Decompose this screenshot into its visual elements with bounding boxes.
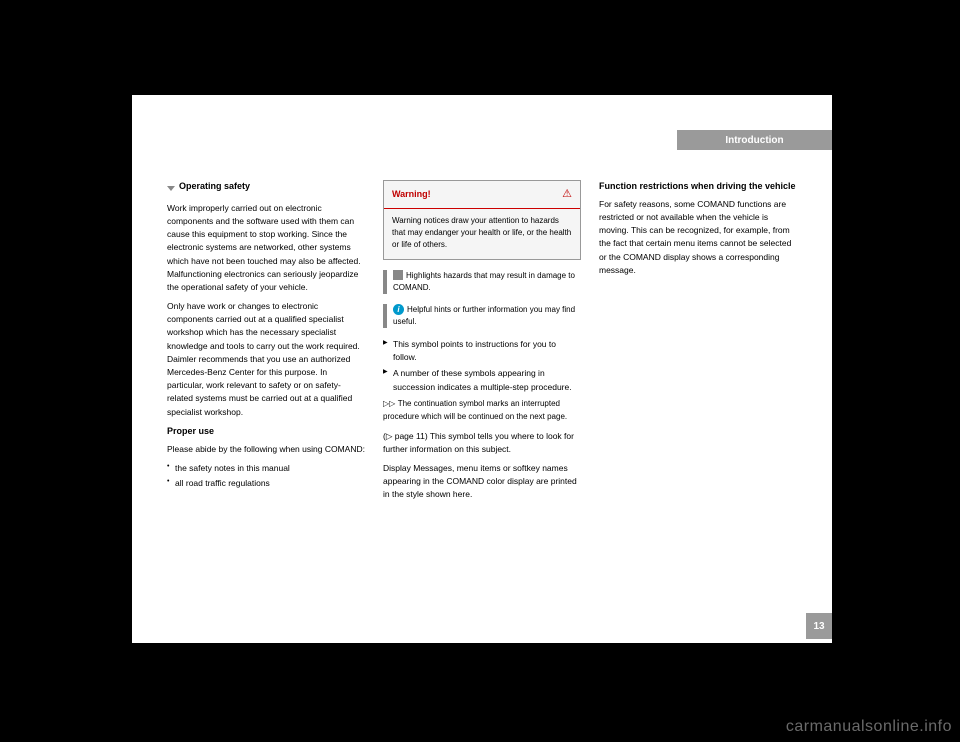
watermark: carmanualsonline.info — [786, 718, 952, 736]
info-note-box: iHelpful hints or further information yo… — [383, 304, 581, 328]
operating-safety-heading: Operating safety — [179, 180, 250, 194]
column-left: Operating safety Work improperly carried… — [167, 180, 365, 507]
column-right: Function restrictions when driving the v… — [599, 180, 797, 507]
section-heading-container: Operating safety — [167, 180, 365, 198]
display-prefix: Display — [383, 463, 411, 473]
proper-use-heading: Proper use — [167, 425, 365, 439]
caution-icon — [393, 270, 403, 280]
header-tab: Introduction — [677, 130, 832, 150]
paragraph: Only have work or changes to electronic … — [167, 300, 365, 419]
page-number: 13 — [813, 621, 824, 632]
list-item: the safety notes in this manual — [167, 462, 365, 475]
page-container: Introduction Operating safety Work impro… — [132, 95, 832, 643]
paragraph: Work improperly carried out on electroni… — [167, 202, 365, 294]
page-number-tab: 13 — [806, 613, 832, 639]
arrow-down-icon — [167, 186, 175, 191]
warning-box: Warning! ⚠ Warning notices draw your att… — [383, 180, 581, 260]
caution-text: Highlights hazards that may result in da… — [393, 271, 575, 292]
note-bar — [383, 270, 387, 294]
header-title: Introduction — [725, 135, 783, 146]
note-content: iHelpful hints or further information yo… — [393, 304, 581, 328]
warning-title: Warning! — [392, 188, 431, 202]
content-area: Operating safety Work improperly carried… — [167, 180, 797, 507]
display-paragraph: Display Messages, menu items or softkey … — [383, 462, 581, 502]
paragraph: Please abide by the following when using… — [167, 443, 365, 456]
display-text: Messages, menu items or softkey names ap… — [383, 463, 577, 499]
page-ref-symbol: (▷ page 11) — [383, 431, 428, 441]
continuation-paragraph: ▷▷ The continuation symbol marks an inte… — [383, 397, 581, 424]
note-content: Highlights hazards that may result in da… — [393, 270, 581, 294]
bullet-list: the safety notes in this manual all road… — [167, 462, 365, 490]
info-icon: i — [393, 304, 404, 315]
continuation-text: The continuation symbol marks an interru… — [383, 399, 567, 421]
page-ref-paragraph: (▷ page 11) This symbol tells you where … — [383, 430, 581, 456]
warning-triangle-icon: ⚠ — [562, 186, 572, 203]
note-bar — [383, 304, 387, 328]
warning-body: Warning notices draw your attention to h… — [384, 209, 580, 259]
caution-note-box: Highlights hazards that may result in da… — [383, 270, 581, 294]
list-item: all road traffic regulations — [167, 477, 365, 490]
warning-header: Warning! ⚠ — [384, 181, 580, 209]
instruction-item: A number of these symbols appearing in s… — [383, 367, 581, 393]
info-text: Helpful hints or further information you… — [393, 305, 575, 326]
paragraph: For safety reasons, some COMAND function… — [599, 198, 797, 277]
function-restrictions-heading: Function restrictions when driving the v… — [599, 180, 797, 194]
column-middle: Warning! ⚠ Warning notices draw your att… — [383, 180, 581, 507]
continuation-symbol: ▷▷ — [383, 399, 395, 408]
instruction-item: This symbol points to instructions for y… — [383, 338, 581, 364]
